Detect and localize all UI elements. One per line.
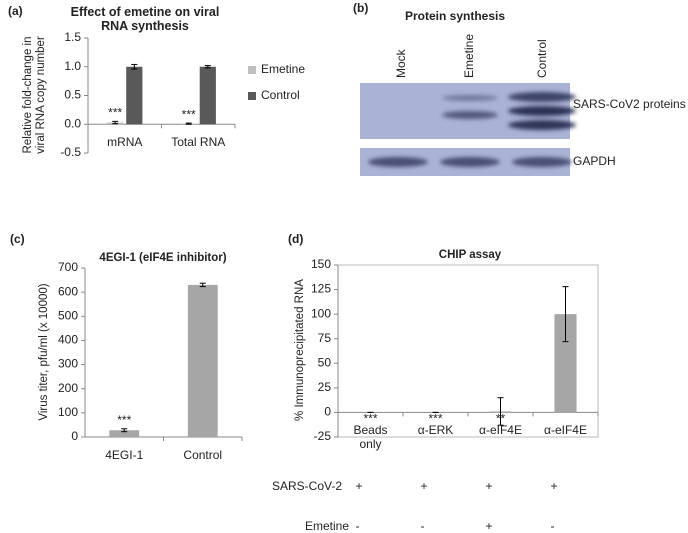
panel-label: (c): [10, 232, 25, 246]
y-tick-label: 0.5: [64, 88, 81, 102]
y-tick-label: 1.0: [64, 59, 81, 73]
gapdh-bands: [368, 157, 572, 167]
x-tick-label: α-eIF4E: [544, 423, 587, 438]
condition-sign: +: [486, 519, 493, 533]
significance-label: ***: [108, 106, 122, 120]
y-tick-label: 500: [58, 308, 78, 322]
condition-label: Emetine: [305, 519, 349, 533]
y-tick-label: 125: [311, 282, 331, 296]
condition-sign: -: [551, 519, 555, 533]
significance-label: ***: [117, 413, 131, 427]
x-tick-label: α-eIF4E: [479, 423, 522, 438]
y-tick-label: -25: [314, 429, 332, 443]
y-tick-label: 150: [311, 257, 331, 271]
x-tick-label: Control: [183, 448, 223, 462]
chart-title: Effect of emetine on viral RNA synthesis: [70, 5, 220, 33]
y-tick-label: -0.5: [60, 145, 81, 159]
y-tick-label: 300: [58, 357, 78, 371]
x-tick-label: Beads only: [353, 423, 388, 452]
blot-title: Protein synthesis: [405, 9, 505, 23]
x-tick-label: 4EGI-1: [105, 448, 144, 462]
condition-label: SARS-CoV-2: [272, 479, 342, 493]
y-axis-label: Relative fold-change in viral RNA copy n…: [22, 36, 47, 154]
y-tick-label: 600: [58, 284, 78, 298]
legend-swatch: [248, 66, 256, 74]
bar: [187, 284, 218, 437]
x-tick-label: α-ERK: [417, 423, 454, 438]
significance-label: ***: [428, 412, 442, 426]
y-tick-label: 50: [318, 355, 332, 369]
significance-label: **: [496, 412, 506, 426]
y-axis-label: % Immunoprecipitated RNA: [293, 279, 306, 421]
legend-swatch: [248, 92, 256, 100]
y-tick-label: 0: [71, 429, 78, 443]
y-tick-label: 200: [58, 381, 78, 395]
bar: [109, 430, 140, 437]
y-tick-label: 100: [58, 405, 78, 419]
bar: [199, 66, 216, 125]
condition-sign: +: [421, 479, 428, 493]
condition-sign: +: [486, 479, 493, 493]
lane-label: Mock: [394, 48, 408, 78]
y-axis-label: Virus titer, pfu/ml (x 10000): [37, 283, 50, 421]
protein-bands: [442, 92, 576, 130]
condition-sign: +: [356, 479, 363, 493]
legend-label: Emetine: [261, 62, 305, 76]
y-tick-label: 0: [324, 405, 331, 419]
y-tick-label: 700: [58, 260, 78, 274]
band-label: GAPDH: [573, 154, 616, 168]
y-tick-label: 1.5: [64, 30, 81, 44]
chart-title: CHIP assay: [438, 249, 502, 261]
significance-label: ***: [363, 412, 377, 426]
condition-sign: -: [356, 519, 360, 533]
condition-sign: -: [421, 519, 425, 533]
bar: [126, 66, 143, 125]
significance-label: ***: [182, 107, 196, 121]
y-tick-label: 100: [311, 306, 331, 320]
y-tick-label: 75: [318, 331, 332, 345]
y-tick-label: 25: [318, 380, 332, 394]
band-label: SARS-CoV2 proteins: [573, 97, 686, 111]
x-tick-label: Total RNA: [171, 135, 226, 150]
chart-title: 4EGI-1 (eIF4E inhibitor): [99, 252, 227, 264]
y-tick-label: 400: [58, 333, 78, 347]
legend-label: Control: [261, 88, 300, 102]
x-tick-label: mRNA: [107, 135, 143, 150]
panel-label: (d): [288, 232, 303, 246]
panel-label: (a): [8, 4, 23, 18]
condition-sign: +: [551, 479, 558, 493]
panel-label: (b): [353, 1, 368, 15]
y-tick-label: 0.0: [64, 116, 81, 130]
lane-label: Emetine: [462, 34, 476, 78]
lane-label: Control: [535, 39, 549, 78]
bar: [554, 314, 577, 413]
